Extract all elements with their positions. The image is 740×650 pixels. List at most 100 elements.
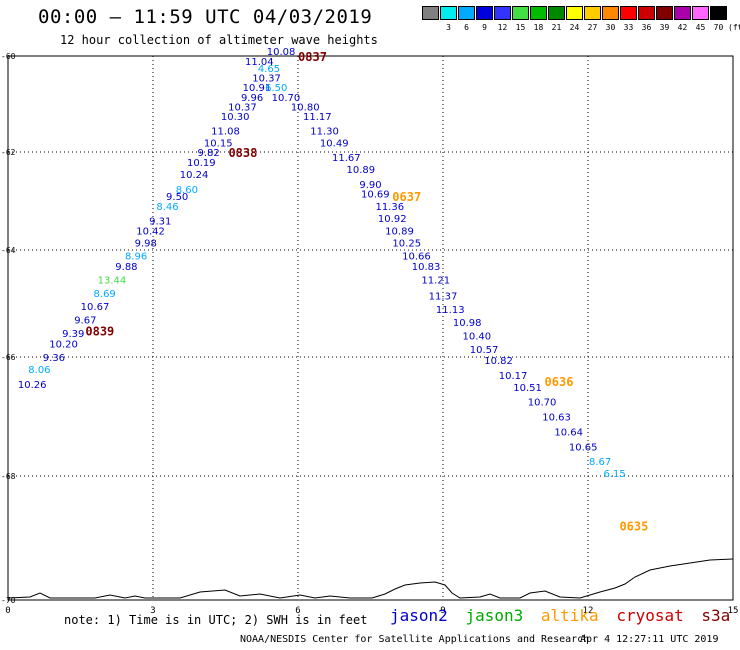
wave-height-value: 10.65 <box>569 442 598 453</box>
y-tick-label: -64 <box>1 246 16 255</box>
scale-swatch <box>584 6 601 20</box>
y-tick-label: -62 <box>1 148 16 157</box>
legend-jason3: jason3 <box>465 606 524 625</box>
scale-swatch <box>476 6 493 20</box>
x-axis-ticks: 0 3 6 9 12 15 <box>5 606 738 616</box>
pass-time-label: 0637 <box>392 190 421 204</box>
wave-height-value: 10.40 <box>463 332 492 343</box>
footer-note: note: 1) Time is in UTC; 2) SWH is in fe… <box>64 613 368 627</box>
coastline <box>7 558 734 599</box>
scale-swatch <box>656 6 673 20</box>
scale-label: 70 <box>713 23 724 32</box>
wave-height-value: 6.50 <box>265 83 287 94</box>
wave-height-value: 10.82 <box>484 356 513 367</box>
wave-height-value: 10.91 <box>243 83 272 94</box>
wave-height-value: 10.89 <box>385 226 414 237</box>
wave-height-value: 8.60 <box>176 185 198 196</box>
wave-height-value: 9.88 <box>115 262 137 273</box>
wave-height-value: 10.98 <box>453 318 482 329</box>
scale-swatch <box>566 6 583 20</box>
y-tick-label: -68 <box>1 472 16 481</box>
scale-label: 9 <box>482 23 487 32</box>
wave-height-value: 10.70 <box>272 93 301 104</box>
scale-swatch <box>512 6 529 20</box>
wave-height-value: 9.90 <box>359 180 381 191</box>
wave-height-value: 9.96 <box>241 93 263 104</box>
satellite-legend: jason2 jason3 altika cryosat s3a <box>390 606 738 625</box>
x-tick-label: 12 <box>583 606 594 616</box>
wave-height-value: 10.70 <box>528 398 557 409</box>
scale-label: 36 <box>641 23 652 32</box>
wave-height-value: 8.67 <box>589 457 611 468</box>
y-axis-ticks: -60 -62 -64 -66 -68 -70 <box>1 52 16 605</box>
pass-time-labels: 0837 0838 0839 0637 0636 0635 <box>85 50 648 534</box>
scale-unit-label: (ft) <box>728 23 740 32</box>
wave-height-value: 11.37 <box>429 291 458 302</box>
wave-height-value: 10.42 <box>136 226 165 237</box>
legend-s3a: s3a <box>701 606 731 625</box>
wave-height-value: 6.15 <box>603 469 625 480</box>
wave-height-value: 8.46 <box>156 202 178 213</box>
scale-swatch <box>530 6 547 20</box>
scale-label: 18 <box>533 23 544 32</box>
chart-title: 00:00 — 11:59 UTC 04/03/2019 <box>38 6 373 28</box>
wave-height-value: 4.65 <box>258 64 280 75</box>
pass-time-label: 0837 <box>298 50 327 64</box>
scale-label: 24 <box>569 23 580 32</box>
wave-height-value: 10.63 <box>542 413 571 424</box>
legend-altika: altika <box>540 606 599 625</box>
scale-label: 27 <box>587 23 598 32</box>
wave-height-value: 11.30 <box>310 126 339 137</box>
footer-timestamp: Apr 4 12:27:11 UTC 2019 <box>580 634 719 645</box>
y-tick-label: -60 <box>1 52 16 61</box>
wave-height-value: 10.08 <box>267 47 296 58</box>
scale-label: 3 <box>446 23 451 32</box>
x-tick-label: 15 <box>728 606 739 616</box>
y-tick-label: -70 <box>1 596 16 605</box>
pass-time-label: 0635 <box>619 520 648 534</box>
scale-label: 42 <box>677 23 688 32</box>
x-tick-label: 9 <box>440 606 445 616</box>
scale-swatch <box>602 6 619 20</box>
wave-height-value: 10.49 <box>320 138 349 149</box>
scale-swatch <box>494 6 511 20</box>
wave-height-value: 11.08 <box>211 126 240 137</box>
wave-height-value: 9.36 <box>43 353 65 364</box>
wave-height-value: 10.19 <box>187 158 216 169</box>
wave-height-value: 10.67 <box>81 302 110 313</box>
wave-height-value: 8.96 <box>125 251 147 262</box>
scale-label: 30 <box>605 23 616 32</box>
wave-height-value: 9.31 <box>149 217 171 228</box>
wave-height-value: 11.67 <box>332 153 361 164</box>
wave-height-value: 10.83 <box>412 262 441 273</box>
wave-height-value: 13.44 <box>98 275 127 286</box>
scale-label: 33 <box>623 23 634 32</box>
pass-time-label: 0838 <box>228 146 257 160</box>
plot-frame <box>7 55 734 601</box>
wave-height-value: 10.64 <box>554 427 583 438</box>
legend-jason2: jason2 <box>390 606 448 625</box>
scale-label: 21 <box>551 23 562 32</box>
wave-height-value: 9.82 <box>197 148 219 159</box>
x-tick-label: 6 <box>295 606 300 616</box>
scale-label: 39 <box>659 23 670 32</box>
wave-height-value: 10.37 <box>228 102 257 113</box>
wave-height-value: 11.04 <box>245 57 274 68</box>
scale-swatch <box>692 6 709 20</box>
pass-time-label: 0636 <box>545 375 574 389</box>
wave-height-value: 10.37 <box>252 74 281 85</box>
wave-height-value: 10.15 <box>204 138 233 149</box>
wave-height-value: 10.30 <box>221 112 250 123</box>
wave-height-value: 10.51 <box>513 383 542 394</box>
wave-height-value: 9.98 <box>135 239 157 250</box>
wave-height-value: 11.17 <box>303 112 332 123</box>
scale-swatch <box>674 6 691 20</box>
wave-height-value: 10.69 <box>361 190 390 201</box>
scale-swatch <box>458 6 475 20</box>
wave-height-value: 11.13 <box>436 305 465 316</box>
wave-height-value: 10.24 <box>180 170 209 181</box>
scale-label: 45 <box>695 23 706 32</box>
scale-swatch <box>710 6 727 20</box>
